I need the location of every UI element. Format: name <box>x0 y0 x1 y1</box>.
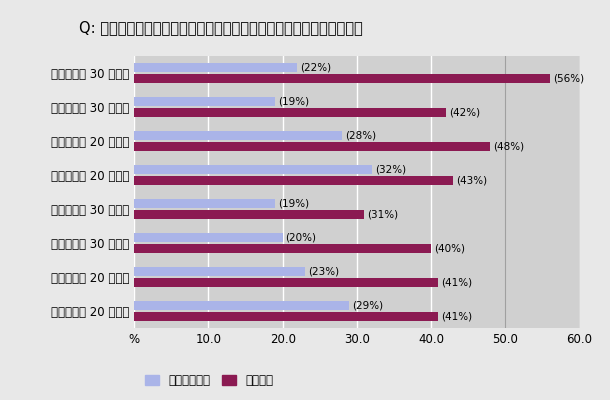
Bar <box>134 131 342 140</box>
Bar <box>134 301 350 310</box>
Bar <box>134 199 275 208</box>
Bar <box>134 97 275 106</box>
Bar <box>134 108 446 117</box>
Text: (40%): (40%) <box>434 244 465 254</box>
Bar <box>134 165 371 174</box>
Bar <box>134 244 431 253</box>
Text: (22%): (22%) <box>301 62 332 72</box>
Bar <box>134 278 439 287</box>
Text: (32%): (32%) <box>375 164 406 174</box>
Text: (28%): (28%) <box>345 130 376 140</box>
Text: Q: 自分の部屋を、「もっと自分らしい空間」にしたいと思いますか。: Q: 自分の部屋を、「もっと自分らしい空間」にしたいと思いますか。 <box>79 20 363 35</box>
Bar <box>134 74 550 83</box>
Text: (41%): (41%) <box>442 312 473 322</box>
Text: (56%): (56%) <box>553 74 584 84</box>
Bar <box>134 176 453 185</box>
Text: (31%): (31%) <box>367 210 398 220</box>
Bar <box>134 210 364 219</box>
Text: (42%): (42%) <box>449 108 480 118</box>
Text: (48%): (48%) <box>493 142 525 152</box>
Text: (29%): (29%) <box>353 300 384 310</box>
Text: (41%): (41%) <box>442 278 473 288</box>
Text: (23%): (23%) <box>308 266 339 276</box>
Text: (20%): (20%) <box>285 232 317 242</box>
Text: (19%): (19%) <box>278 96 309 106</box>
Bar <box>134 267 305 276</box>
Bar <box>134 142 490 151</box>
Bar <box>134 312 439 321</box>
Bar <box>134 63 298 72</box>
Bar <box>134 233 282 242</box>
Text: (43%): (43%) <box>456 176 487 186</box>
Legend: 強くそう思う, そう思う: 強くそう思う, そう思う <box>140 369 279 392</box>
Text: (19%): (19%) <box>278 198 309 208</box>
